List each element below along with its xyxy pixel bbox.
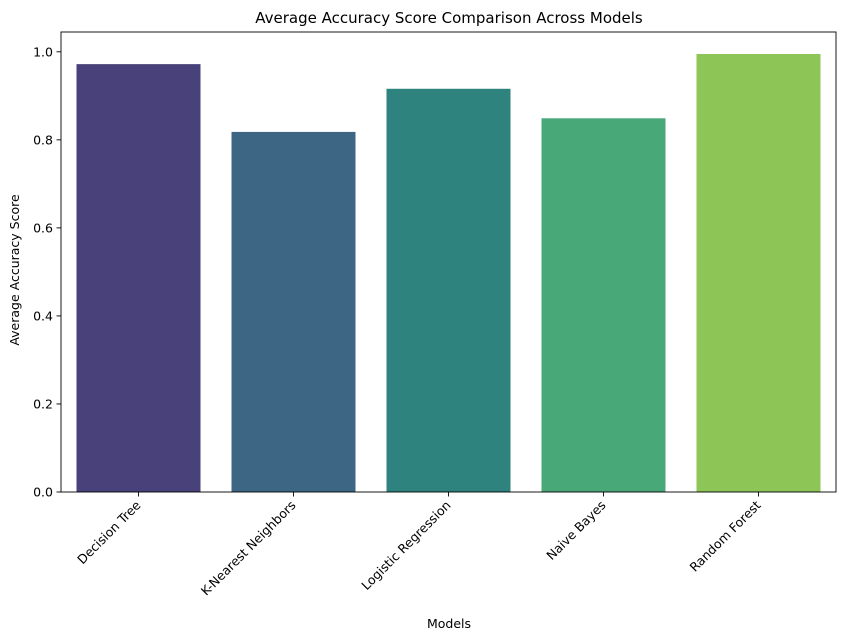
y-tick-label: 0.4 [33, 308, 53, 323]
bar-naive-bayes [541, 118, 666, 492]
chart-title: Average Accuracy Score Comparison Across… [255, 9, 643, 27]
y-tick-label: 1.0 [33, 44, 53, 59]
y-tick-label: 0.0 [33, 485, 53, 500]
bar-logistic-regression [386, 88, 511, 492]
bar-decision-tree [76, 64, 201, 492]
x-tick-label: Decision Tree [74, 497, 144, 567]
y-tick-label: 0.2 [33, 396, 53, 411]
y-axis-label: Average Accuracy Score [7, 194, 22, 346]
x-tick-label: Logistic Regression [358, 498, 453, 593]
x-tick-label: Naive Bayes [543, 498, 608, 563]
bar-k-nearest-neighbors [231, 131, 356, 493]
y-tick-label: 0.8 [33, 132, 53, 147]
x-tick-label: Random Forest [686, 497, 763, 574]
x-axis-label: Models [427, 616, 471, 631]
bar-random-forest [696, 54, 821, 492]
y-tick-label: 0.6 [33, 220, 53, 235]
x-tick-label: K-Nearest Neighbors [198, 498, 299, 599]
bars-layer [76, 54, 821, 493]
